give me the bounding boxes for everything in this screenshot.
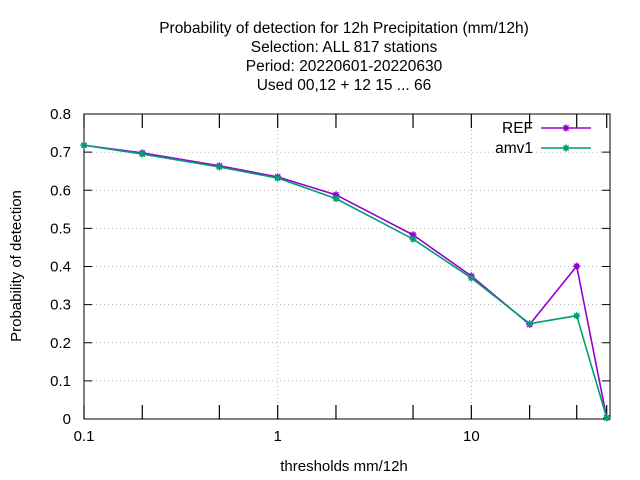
x-axis-title: thresholds mm/12h bbox=[280, 458, 408, 475]
y-axis-title: Probability of detection bbox=[8, 190, 25, 342]
series-REF bbox=[80, 141, 611, 422]
title-line-3: Period: 20220601-20220630 bbox=[246, 58, 443, 75]
legend-marker bbox=[562, 124, 570, 132]
data-point-amv1 bbox=[138, 150, 146, 158]
tick-labels: 00.10.20.30.40.50.60.70.80.1 1 10 bbox=[50, 106, 480, 445]
data-series bbox=[80, 141, 611, 422]
data-point-amv1-star bbox=[573, 312, 581, 320]
title-line-4: Used 00,12 + 12 15 ... 66 bbox=[257, 77, 432, 94]
legend: REF amv1 bbox=[495, 120, 591, 157]
data-point-REF bbox=[409, 231, 417, 239]
data-point-amv1-star bbox=[526, 320, 534, 328]
data-point-amv1 bbox=[215, 163, 223, 171]
data-point-REF-star bbox=[332, 191, 340, 199]
series-amv1 bbox=[80, 141, 611, 422]
data-point-amv1 bbox=[332, 195, 340, 203]
data-point-amv1 bbox=[603, 414, 611, 422]
data-point-amv1 bbox=[467, 274, 475, 282]
y-tick-label: 0.2 bbox=[50, 335, 71, 352]
y-tick-label: 0 bbox=[63, 411, 71, 428]
chart-title: Probability of detection for 12h Precipi… bbox=[159, 20, 529, 94]
x-tick-label: 0.1 bbox=[74, 428, 95, 445]
data-point-amv1 bbox=[573, 312, 581, 320]
data-point-REF-star bbox=[409, 231, 417, 239]
y-tick-label: 0.7 bbox=[50, 144, 71, 161]
plot-border bbox=[83, 113, 611, 420]
data-point-amv1-star bbox=[80, 141, 88, 149]
title-line-2: Selection: ALL 817 stations bbox=[251, 39, 438, 56]
legend-label: amv1 bbox=[495, 140, 533, 157]
series-line-amv1 bbox=[83, 144, 608, 419]
legend-label: REF bbox=[502, 120, 533, 137]
y-tick-label: 0.1 bbox=[50, 373, 71, 390]
data-point-REF bbox=[332, 191, 340, 199]
y-tick-label: 0.6 bbox=[50, 182, 71, 199]
data-point-amv1 bbox=[409, 235, 417, 243]
data-point-amv1 bbox=[274, 174, 282, 182]
data-point-amv1-star bbox=[332, 195, 340, 203]
legend-entry-REF: REF bbox=[502, 120, 591, 137]
data-point-amv1-star bbox=[603, 414, 611, 422]
y-tick-label: 0.8 bbox=[50, 106, 71, 123]
data-point-amv1-star bbox=[215, 163, 223, 171]
data-point-REF-star bbox=[573, 262, 581, 270]
data-point-amv1-star bbox=[274, 174, 282, 182]
legend-marker-star bbox=[562, 144, 570, 152]
legend-marker bbox=[562, 144, 570, 152]
grid-lines bbox=[84, 114, 610, 419]
y-tick-label: 0.5 bbox=[50, 220, 71, 237]
series-line-REF bbox=[83, 144, 608, 419]
data-point-amv1-star bbox=[138, 150, 146, 158]
title-line-1: Probability of detection for 12h Precipi… bbox=[159, 20, 529, 37]
data-point-amv1-star bbox=[409, 235, 417, 243]
legend-marker-star bbox=[562, 124, 570, 132]
legend-entry-amv1: amv1 bbox=[495, 140, 591, 157]
data-point-amv1 bbox=[526, 320, 534, 328]
x-tick-label: 10 bbox=[463, 428, 480, 445]
data-point-amv1 bbox=[80, 141, 88, 149]
data-point-amv1-star bbox=[467, 274, 475, 282]
y-tick-label: 0.3 bbox=[50, 297, 71, 314]
y-tick-label: 0.4 bbox=[50, 259, 71, 276]
data-point-REF bbox=[573, 262, 581, 270]
axis-ticks bbox=[83, 113, 610, 420]
x-tick-label: 1 bbox=[273, 428, 281, 445]
